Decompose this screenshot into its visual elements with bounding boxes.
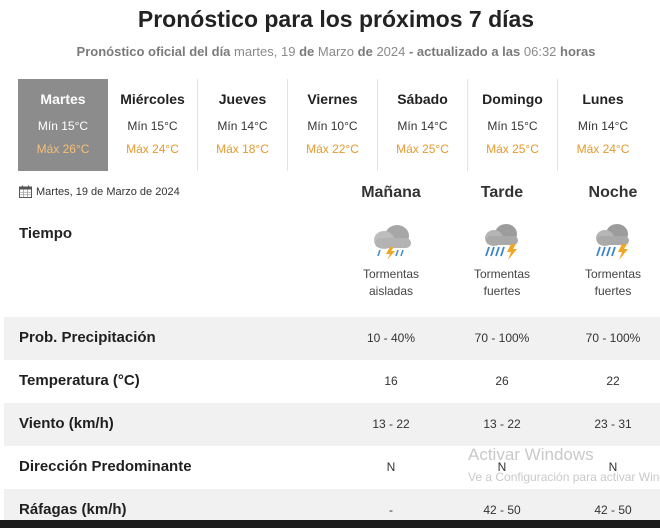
activation-watermark-text: Ve a Configuración para activar Windows.	[468, 470, 660, 484]
calendar-icon	[19, 185, 32, 198]
day-name: Lunes	[582, 91, 624, 107]
day-tab-jueves[interactable]: Jueves Mín 14°C Máx 18°C	[198, 79, 288, 171]
weather-noche: Tormentas fuertes	[558, 222, 660, 300]
day-name: Viernes	[307, 91, 358, 107]
subtitle-text: de	[357, 44, 373, 59]
row-value: 70 - 100%	[474, 331, 530, 345]
selected-date: Martes, 19 de Marzo de 2024	[19, 185, 180, 198]
day-max-temp: Máx 26°C	[36, 142, 90, 156]
subtitle-weekday: martes, 19	[234, 44, 296, 59]
day-min-temp: Mín 15°C	[127, 119, 178, 133]
weather-desc: fuertes	[594, 284, 632, 298]
weather-tarde: Tormentas fuertes	[447, 222, 557, 300]
row-value: 10 - 40%	[366, 331, 416, 345]
day-name: Miércoles	[120, 91, 185, 107]
row-value: 13 - 22	[483, 417, 521, 431]
day-tab-martes[interactable]: Martes Mín 15°C Máx 26°C	[18, 79, 108, 171]
column-header-noche: Noche	[588, 184, 638, 201]
weather-desc: aisladas	[368, 284, 414, 298]
column-header-tarde: Tarde	[480, 184, 524, 201]
row-viento: Viento (km/h) 13 - 22 13 - 22 23 - 31	[4, 403, 660, 446]
day-tab-viernes[interactable]: Viernes Mín 10°C Máx 22°C	[288, 79, 378, 171]
selected-date-text: Martes, 19 de Marzo de 2024	[36, 185, 180, 198]
row-value: 70 - 100%	[585, 331, 641, 345]
weather-desc: Tormentas	[362, 267, 420, 281]
column-header-manana: Mañana	[361, 184, 421, 201]
row-prob-precipitacion: Prob. Precipitación 10 - 40% 70 - 100% 7…	[4, 317, 660, 360]
subtitle-text: - actualizado a las	[408, 44, 521, 59]
row-temperatura: Temperatura (°C) 16 26 22	[4, 360, 660, 403]
day-max-temp: Máx 24°C	[576, 142, 630, 156]
day-min-temp: Mín 14°C	[577, 119, 629, 133]
subtitle-text: de	[299, 44, 315, 59]
row-value: N	[608, 460, 618, 474]
row-value: 22	[606, 374, 620, 388]
strong-storm-icon	[485, 224, 518, 260]
subtitle-month: Marzo	[317, 44, 355, 59]
day-tab-lunes[interactable]: Lunes Mín 14°C Máx 24°C	[558, 79, 648, 171]
weather-desc: Tormentas	[584, 267, 642, 281]
row-value: -	[389, 503, 393, 517]
day-name: Sábado	[397, 91, 448, 107]
storm-cloud-icon	[374, 225, 411, 260]
row-label: Viento (km/h)	[19, 415, 114, 432]
page-subtitle: Pronóstico oficial del día martes, 19 de…	[0, 44, 660, 59]
weather-desc: Tormentas	[473, 267, 531, 281]
row-label: Ráfagas (km/h)	[19, 501, 127, 518]
row-value: 23 - 31	[594, 417, 632, 431]
day-max-temp: Máx 25°C	[486, 142, 539, 156]
subtitle-text: horas	[560, 44, 596, 59]
row-value: N	[386, 460, 396, 474]
day-tab-miercoles[interactable]: Miércoles Mín 15°C Máx 24°C	[108, 79, 198, 171]
row-value: 42 - 50	[594, 503, 632, 517]
row-value: 26	[495, 374, 509, 388]
day-min-temp: Mín 10°C	[307, 119, 358, 133]
day-max-temp: Máx 25°C	[396, 142, 449, 156]
row-value: 16	[384, 374, 398, 388]
day-max-temp: Máx 18°C	[216, 142, 269, 156]
row-direccion: Dirección Predominante N N N	[4, 446, 660, 489]
day-name: Martes	[40, 91, 86, 107]
day-tab-domingo[interactable]: Domingo Mín 15°C Máx 25°C	[468, 79, 558, 171]
page-title: Pronóstico para los próximos 7 días	[137, 6, 535, 32]
activation-watermark-title: Activar Windows	[468, 445, 594, 464]
strong-storm-icon	[596, 224, 629, 260]
weather-manana: Tormentas aisladas	[336, 222, 446, 300]
subtitle-time: 06:32	[523, 44, 557, 59]
day-max-temp: Máx 24°C	[126, 142, 179, 156]
row-value: 13 - 22	[372, 417, 410, 431]
day-min-temp: Mín 14°C	[217, 119, 268, 133]
subtitle-text: Pronóstico oficial del día	[76, 44, 231, 59]
day-tab-sabado[interactable]: Sábado Mín 14°C Máx 25°C	[378, 79, 468, 171]
day-name: Jueves	[218, 91, 267, 107]
day-name: Domingo	[482, 91, 543, 107]
day-min-temp: Mín 14°C	[397, 119, 448, 133]
row-label: Prob. Precipitación	[19, 329, 156, 346]
row-value: 42 - 50	[483, 503, 521, 517]
row-label: Temperatura (°C)	[19, 372, 140, 389]
taskbar-edge	[0, 520, 660, 528]
subtitle-year: 2024	[376, 44, 406, 59]
day-min-temp: Mín 15°C	[487, 119, 538, 133]
weather-desc: fuertes	[483, 284, 521, 298]
row-label: Dirección Predominante	[19, 458, 192, 475]
tiempo-label: Tiempo	[19, 225, 73, 242]
day-tabs: Martes Mín 15°C Máx 26°C Miércoles Mín 1…	[18, 79, 648, 171]
row-value: N	[497, 460, 507, 474]
day-min-temp: Mín 15°C	[37, 119, 89, 133]
day-max-temp: Máx 22°C	[306, 142, 359, 156]
